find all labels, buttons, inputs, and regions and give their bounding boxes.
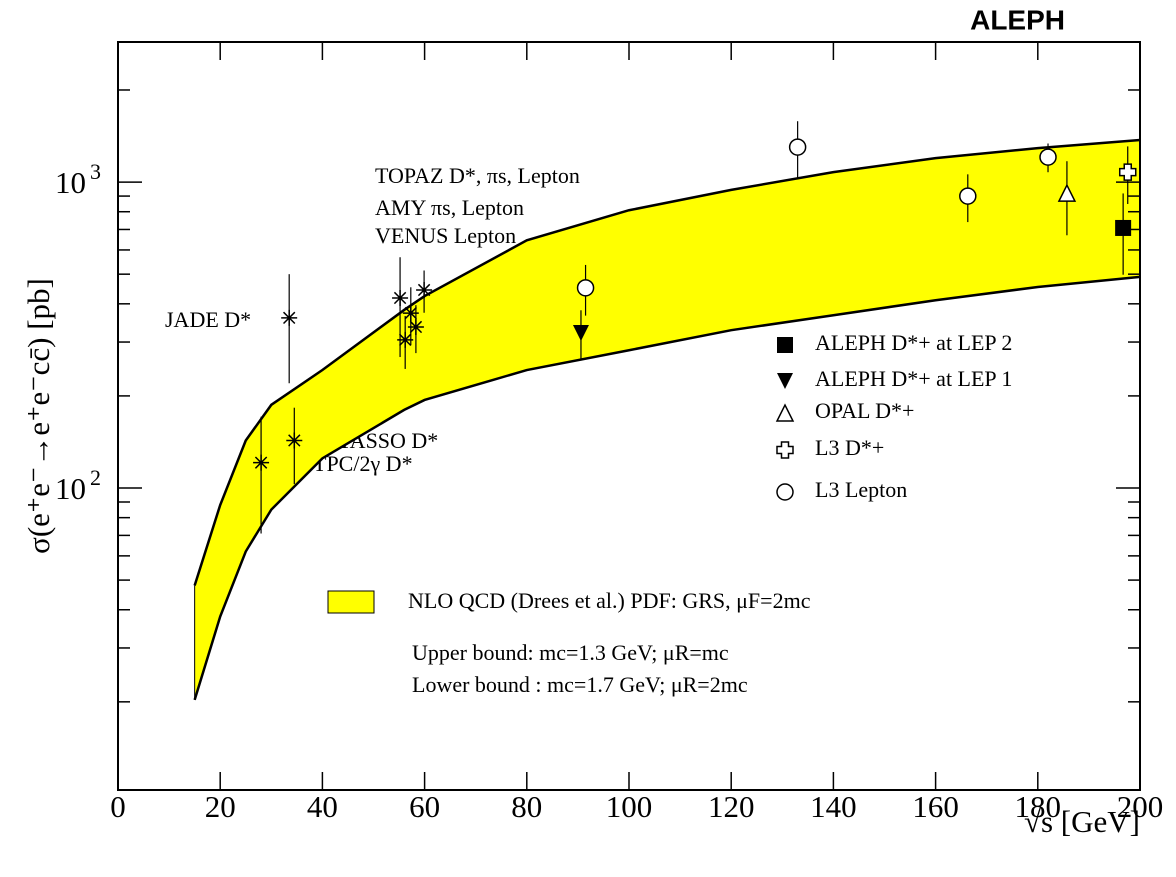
x-tick-label: 120: [708, 789, 755, 824]
legend-label: ALEPH D*+ at LEP 2: [815, 330, 1012, 355]
x-tick-label: 60: [409, 789, 440, 824]
x-tick-label: 80: [511, 789, 542, 824]
y-tick-exponent: 3: [90, 159, 101, 184]
annotation: JADE D*: [165, 307, 251, 332]
x-tick-label: 140: [810, 789, 857, 824]
legend-marker: [777, 337, 793, 353]
marker: [253, 454, 270, 471]
marker: [959, 187, 977, 205]
marker: [397, 331, 414, 348]
band-note: Upper bound: mc=1.3 GeV; μR=mc: [412, 640, 729, 665]
marker: [1118, 163, 1137, 181]
legend-marker: [777, 373, 793, 389]
legend-marker: [775, 403, 795, 422]
band-fill: [194, 140, 1140, 700]
marker: [1115, 219, 1132, 236]
marker: [576, 279, 595, 297]
chart-title: ALEPH: [970, 4, 1065, 35]
band-note: Lower bound : mc=1.7 GeV; μR=2mc: [412, 672, 748, 697]
legend-marker: [776, 483, 794, 501]
y-axis-label: σ(e⁺e⁻→e⁺e⁻cc̄) [pb]: [21, 278, 56, 554]
x-tick-label: 100: [606, 789, 653, 824]
y-tick-label: 10: [55, 165, 86, 200]
x-tick-label: 160: [912, 789, 959, 824]
y-tick-exponent: 2: [90, 465, 101, 490]
legend-marker: [776, 441, 794, 459]
marker: [392, 289, 409, 306]
band-upper: [193, 138, 1141, 586]
legend-label: L3 Lepton: [815, 477, 907, 502]
y-tick-label: 10: [55, 471, 86, 506]
marker: [1039, 148, 1057, 166]
x-tick-label: 20: [205, 789, 236, 824]
marker: [572, 325, 589, 342]
band-lower: [193, 275, 1141, 701]
marker: [407, 318, 424, 335]
legend-label: ALEPH D*+ at LEP 1: [815, 366, 1012, 391]
x-tick-label: 40: [307, 789, 338, 824]
marker: [281, 309, 298, 326]
legend-label: OPAL D*+: [815, 398, 914, 423]
annotation: VENUS Lepton: [375, 223, 516, 248]
legend-swatch: [327, 590, 375, 614]
marker: [286, 432, 303, 449]
x-tick-label: 0: [110, 789, 126, 824]
x-tick-label: 180: [1015, 789, 1062, 824]
annotation: AMY πs, Lepton: [375, 195, 524, 220]
x-axis-label: √s [GeV]: [1024, 804, 1140, 839]
legend-label: NLO QCD (Drees et al.) PDF: GRS, μF=2mc: [408, 588, 811, 613]
marker: [402, 305, 419, 322]
legend-label: L3 D*+: [815, 435, 884, 460]
annotation: TOPAZ D*, πs, Lepton: [375, 163, 580, 188]
marker: [788, 138, 807, 156]
marker: [416, 281, 433, 298]
x-tick-label: 200: [1117, 789, 1164, 824]
marker: [1057, 183, 1077, 202]
